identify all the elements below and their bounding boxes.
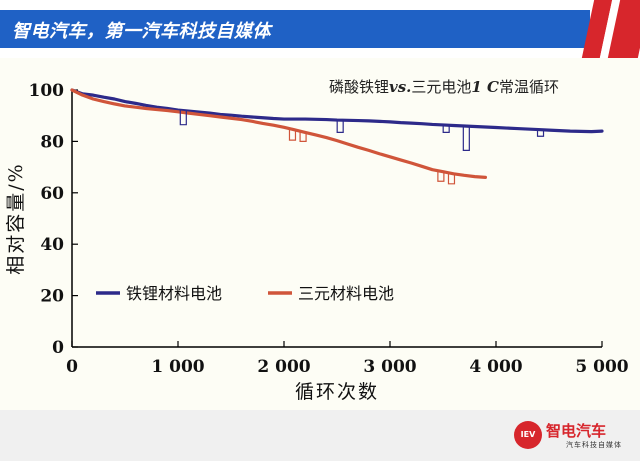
series-dip — [536, 129, 545, 137]
series-dip — [288, 129, 297, 141]
chart-title-part: 三元电池 — [411, 78, 471, 96]
chart-panel: 0 20 40 60 80 100 0 1 000 2 000 3 000 4 000 5 000 循环… — [0, 58, 640, 410]
x-axis-label: 循环次数 — [295, 381, 379, 403]
chart-title-part: 常温循环 — [499, 78, 559, 96]
series-dip — [437, 171, 445, 182]
legend-label-1: 铁锂材料电池 — [126, 284, 222, 303]
x-tick-label: 0 — [66, 357, 78, 377]
logo-badge: IEV — [514, 421, 542, 449]
header-band — [0, 10, 590, 48]
series-dip — [447, 173, 456, 185]
y-tick-label: 20 — [40, 287, 64, 307]
series-dip — [299, 131, 307, 143]
series-line-2 — [70, 88, 487, 179]
x-tick-label: 4 000 — [469, 357, 522, 377]
chart-title: 磷酸铁锂vs.三元电池1 C常温循环 — [329, 78, 559, 96]
chart-title-part: vs. — [389, 78, 411, 96]
series-dip — [442, 125, 450, 134]
chart-title-part: 磷酸铁锂 — [329, 78, 389, 96]
header-title: 智电汽车，第一汽车科技自媒体 — [12, 21, 271, 42]
series-line-1 — [70, 88, 604, 134]
series-dip — [179, 110, 187, 126]
chart-title-part: 1 C — [471, 78, 499, 96]
logo-name: 智电汽车 — [546, 422, 607, 440]
legend-label-2: 三元材料电池 — [298, 284, 394, 303]
y-tick-label: 80 — [40, 132, 64, 152]
brand-logo: IEV 智电汽车 汽车科技自媒体 — [514, 418, 634, 454]
x-tick-label: 2 000 — [257, 357, 310, 377]
chart-svg: 0 20 40 60 80 100 0 1 000 2 000 3 000 4 000 5 000 循环… — [5, 78, 629, 403]
x-tick-label: 1 000 — [151, 357, 204, 377]
x-tick-label: 5 000 — [575, 357, 628, 377]
y-tick-label: 40 — [40, 235, 64, 255]
x-tick-label: 3 000 — [363, 357, 416, 377]
y-tick-label: 100 — [29, 81, 65, 101]
logo-subtitle: 汽车科技自媒体 — [566, 441, 622, 449]
series-dip — [336, 120, 344, 134]
y-tick-label: 60 — [40, 184, 64, 204]
series-dip — [462, 126, 470, 151]
y-axis-label: 相对容量/% — [5, 162, 27, 274]
y-tick-label: 0 — [52, 338, 64, 358]
header-bar: 智电汽车，第一汽车科技自媒体 — [0, 0, 640, 58]
